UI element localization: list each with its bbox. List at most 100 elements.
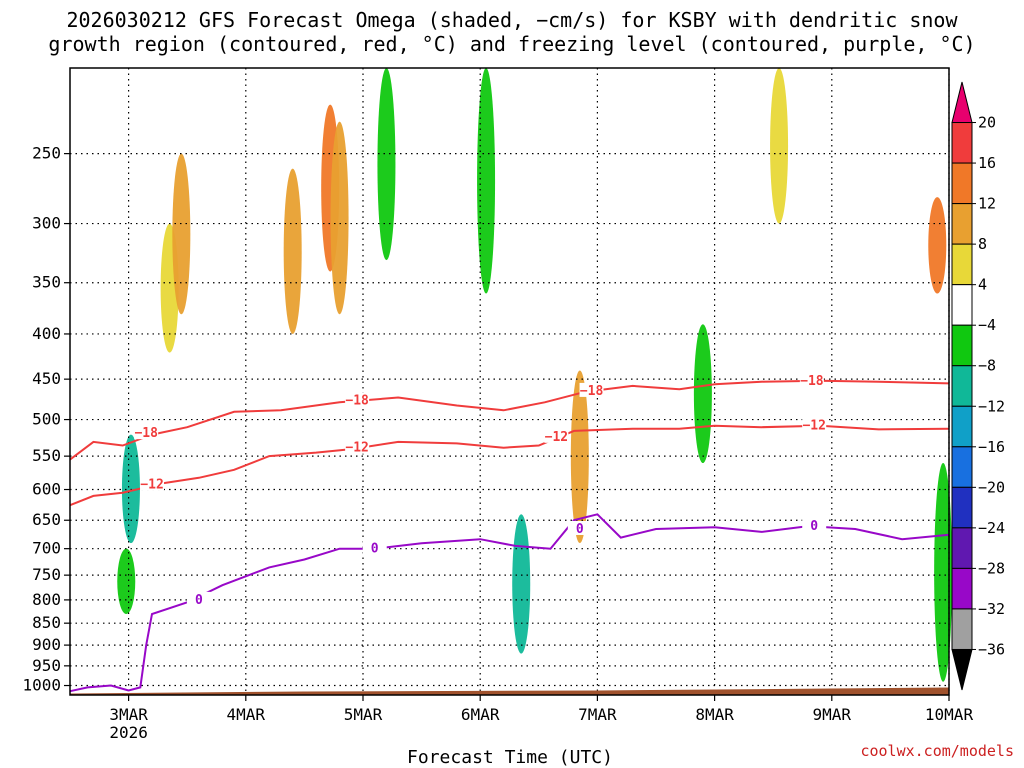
credit-text: coolwx.com/models: [860, 742, 1014, 760]
contour-label: −18: [134, 426, 158, 441]
colorbar-tick-label: 16: [978, 154, 996, 172]
terrain-band: [70, 687, 949, 695]
y-tick-label: 750: [32, 565, 61, 584]
x-tick-label: 9MAR: [813, 705, 852, 724]
contour-label-bg: [802, 518, 827, 533]
omega-cell: [512, 514, 531, 654]
omega-cell: [934, 463, 953, 682]
colorbar-swatch: [951, 203, 973, 245]
colorbar-swatch: [951, 324, 973, 367]
terrain-fill: [70, 687, 949, 695]
contour-label: 0: [810, 519, 818, 534]
omega-cell: [283, 168, 302, 334]
chart-title-line1: 2026030212 GFS Forecast Omega (shaded, −…: [66, 8, 958, 32]
omega-cell: [117, 548, 136, 615]
x-tick-label: 4MAR: [227, 705, 266, 724]
contour-label-bg: [345, 392, 370, 407]
colorbar-swatch: [951, 608, 973, 650]
colorbar: 20 16 12 8 4 −4 −8 −12 −16 −20 −24 −28 −32 −36: [951, 81, 1005, 691]
y-tick-label: 900: [32, 635, 61, 654]
colorbar-bottom-triangle: [951, 648, 973, 691]
plot-frame: [69, 67, 950, 696]
colorbar-swatch: [951, 162, 973, 205]
colorbar-swatch: [951, 405, 973, 448]
contour-label: −18: [580, 384, 604, 399]
colorbar-tick-label: 8: [978, 235, 987, 253]
colorbar-top-triangle: [951, 81, 973, 124]
colorbar-swatch: [951, 567, 973, 610]
y-tick-label: 300: [32, 214, 61, 233]
contour-label-bg: [544, 428, 569, 443]
contour-line-dgz_-12: [69, 424, 950, 507]
y-tick-label: 800: [32, 590, 61, 609]
colorbar-swatch: [951, 446, 973, 488]
contour-label: −18: [800, 374, 824, 389]
contour-label: 0: [576, 522, 584, 537]
y-tick-label: 1000: [22, 676, 61, 695]
y-axis-ticks: 250 300 350 400 450 500 550 600 650 700 750 800 850 9…: [22, 144, 70, 695]
omega-cell: [330, 121, 349, 315]
colorbar-tick-label: −24: [978, 519, 1005, 537]
colorbar-swatch: [951, 284, 973, 326]
x-tick-label: 10MAR: [925, 705, 974, 724]
omega-cell: [928, 197, 947, 294]
colorbar-tick-label: −32: [978, 600, 1005, 618]
omega-cell: [121, 434, 140, 544]
contour-lines: −18 −18 −18 −18 −12 −12 −12 −12 0 0 0 0: [69, 372, 950, 693]
plot-area: −18 −18 −18 −18 −12 −12 −12 −12 0 0 0 0: [69, 67, 953, 696]
contour-label: −12: [140, 477, 163, 492]
x-axis-label: Forecast Time (UTC): [407, 747, 613, 768]
colorbar-swatch: [951, 527, 973, 569]
chart-title-line2: growth region (contoured, red, °C) and f…: [48, 32, 975, 56]
y-tick-label: 400: [32, 324, 61, 343]
colorbar-tick-label: −20: [978, 478, 1005, 496]
contour-label-bg: [799, 372, 824, 387]
x-tick-label: 8MAR: [695, 705, 734, 724]
omega-cell: [570, 370, 589, 544]
contour-label-bg: [802, 417, 827, 432]
omega-cell: [770, 68, 789, 224]
colorbar-tick-label: −4: [978, 316, 996, 334]
y-tick-label: 850: [32, 613, 61, 632]
omega-cell: [172, 153, 191, 315]
contour-label-bg: [579, 382, 604, 397]
colorbar-swatch: [951, 365, 973, 407]
omega-cell: [477, 68, 496, 294]
colorbar-tick-label: −36: [978, 640, 1005, 658]
y-tick-label: 600: [32, 480, 61, 499]
contour-label: 0: [195, 593, 203, 608]
colorbar-tick-label: 20: [978, 114, 996, 132]
x-tick-label: 5MAR: [344, 705, 383, 724]
contour-line-freezing_0: [69, 513, 950, 693]
y-tick-label: 950: [32, 656, 61, 675]
y-tick-label: 700: [32, 539, 61, 558]
x-tick-label: 6MAR: [461, 705, 500, 724]
contour-label-bg: [362, 540, 387, 555]
contour-label: −12: [345, 441, 368, 456]
contour-label: −12: [802, 419, 825, 434]
y-tick-label: 650: [32, 510, 61, 529]
x-tick-label: 3MAR: [109, 705, 148, 724]
contour-label: −18: [345, 394, 369, 409]
omega-shading: [117, 68, 953, 682]
y-tick-label: 450: [32, 369, 61, 388]
colorbar-tick-label: 4: [978, 276, 987, 294]
contour-label: −12: [545, 430, 568, 445]
colorbar-tick-label: −12: [978, 397, 1005, 415]
y-tick-label: 500: [32, 410, 61, 429]
y-tick-label: 350: [32, 273, 61, 292]
colorbar-tick-label: 12: [978, 195, 996, 213]
x-tick-sublabel: 2026: [109, 723, 148, 742]
colorbar-swatch: [951, 122, 973, 164]
colorbar-tick-label: −28: [978, 559, 1005, 577]
colorbar-tick-label: −16: [978, 438, 1005, 456]
omega-cell: [693, 324, 712, 464]
contour-label: 0: [371, 542, 379, 557]
contour-label-bg: [140, 476, 165, 491]
x-tick-label: 7MAR: [578, 705, 617, 724]
y-tick-label: 550: [32, 446, 61, 465]
colorbar-tick-label: −8: [978, 357, 996, 375]
contour-label-bg: [186, 591, 211, 606]
